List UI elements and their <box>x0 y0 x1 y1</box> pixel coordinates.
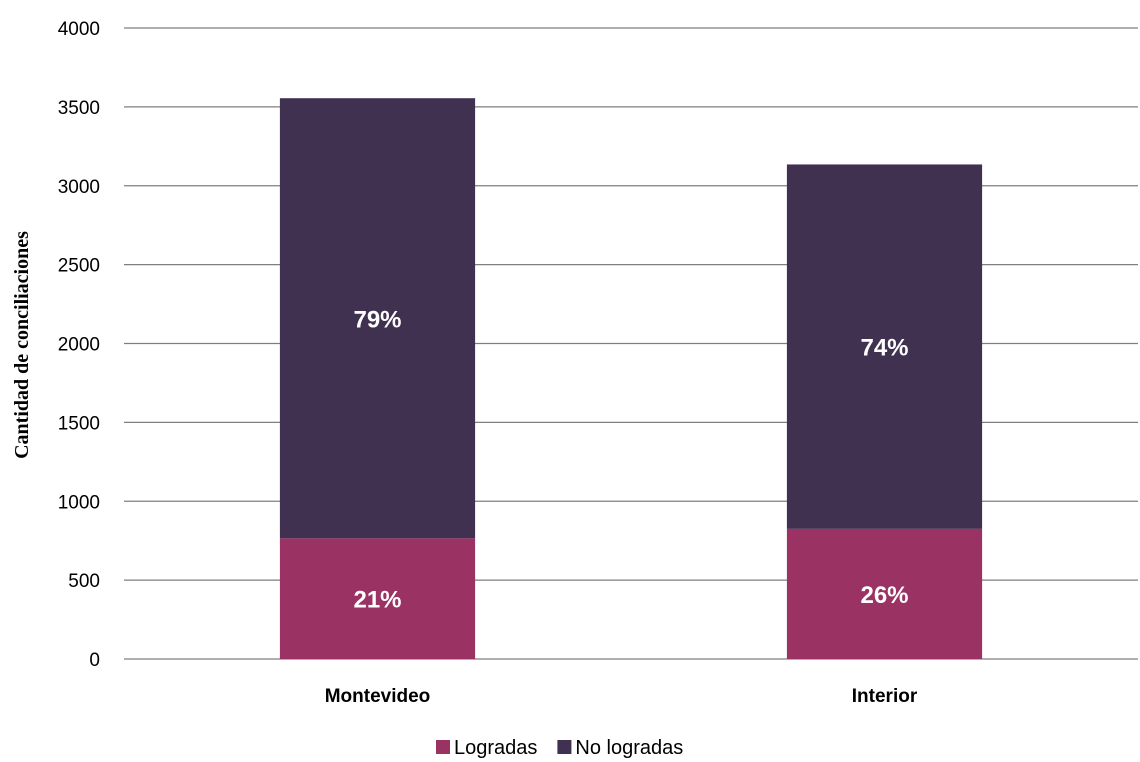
y-tick-label: 4000 <box>58 19 100 40</box>
bars <box>279 98 983 659</box>
legend-swatch <box>436 740 450 754</box>
bar-segment <box>786 528 983 659</box>
y-tick-label: 0 <box>89 650 100 671</box>
data-label: 26% <box>860 582 908 609</box>
x-axis-categories: Montevideo Interior <box>325 686 918 707</box>
data-labels: 21% 79% 26% 74% <box>353 306 908 613</box>
y-tick-label: 2000 <box>58 335 100 356</box>
legend-label: Logradas <box>454 737 537 759</box>
legend-swatch <box>557 740 572 754</box>
x-category-label: Montevideo <box>325 686 431 707</box>
y-tick-label: 3000 <box>58 177 100 198</box>
y-axis-label: Cantidad de conciliaciones <box>11 231 33 459</box>
legend-label: No logradas <box>575 737 683 759</box>
bar-segment <box>786 164 983 529</box>
y-axis-ticks: 0 500 1000 1500 2000 2500 3000 3500 4000 <box>58 19 100 671</box>
bar-segment <box>279 98 476 539</box>
y-tick-label: 3500 <box>58 98 100 119</box>
y-tick-label: 2500 <box>58 256 100 277</box>
y-tick-label: 500 <box>68 571 100 592</box>
data-label: 74% <box>860 335 908 362</box>
y-tick-label: 1000 <box>58 492 100 513</box>
x-category-label: Interior <box>852 686 918 707</box>
gridlines <box>124 27 1138 660</box>
bar-segment <box>279 538 476 659</box>
data-label: 21% <box>353 587 401 614</box>
data-label: 79% <box>353 306 401 333</box>
y-tick-label: 1500 <box>58 413 100 434</box>
legend: Logradas No logradas <box>436 737 683 759</box>
